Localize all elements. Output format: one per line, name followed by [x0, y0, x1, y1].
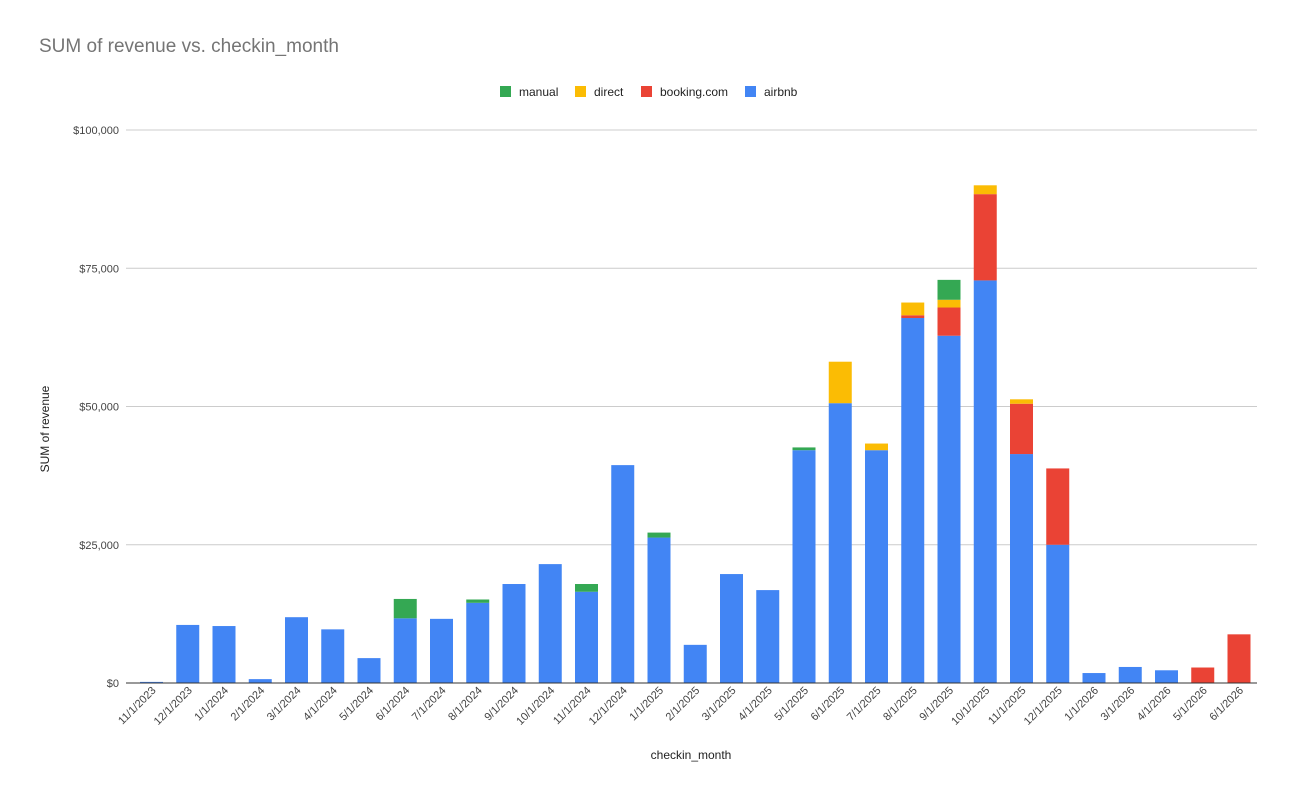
bar-segment: [1155, 670, 1178, 683]
bar-segment: [466, 599, 490, 603]
bar-segment: [502, 584, 526, 683]
x-tick-label: 8/1/2025: [881, 685, 920, 724]
bar-segment: [430, 618, 453, 683]
x-tick-label: 5/1/2024: [337, 685, 376, 724]
x-tick-label: 5/1/2026: [1171, 685, 1210, 724]
x-tick-label: 1/1/2024: [192, 685, 231, 724]
bar-segment: [1191, 667, 1215, 683]
x-tick-label: 7/1/2025: [845, 685, 884, 724]
bar-segment: [756, 590, 780, 683]
bar-segment: [575, 591, 598, 683]
bar-segment: [973, 280, 997, 683]
bar-segment: [140, 681, 163, 683]
y-tick-label: $25,000: [79, 540, 119, 552]
y-axis-title: SUM of revenue: [38, 385, 52, 472]
bar-segment: [357, 658, 381, 683]
bar-segment: [937, 335, 961, 683]
bar-segment: [321, 629, 345, 683]
bar-segment: [1010, 399, 1033, 404]
bar-segment: [1227, 634, 1251, 683]
bar-segment: [1010, 454, 1033, 683]
x-tick-label: 6/1/2026: [1207, 685, 1246, 724]
x-tick-label: 7/1/2024: [410, 685, 449, 724]
x-tick-label: 6/1/2024: [374, 685, 413, 724]
x-tick-label: 3/1/2026: [1099, 685, 1138, 724]
x-tick-label: 2/1/2025: [664, 685, 703, 724]
bar-segment: [1010, 403, 1033, 455]
bar-segment: [828, 403, 852, 683]
bar-segment: [720, 574, 743, 683]
x-tick-label: 10/1/2024: [514, 685, 557, 728]
x-tick-label: 5/1/2025: [772, 685, 811, 724]
x-tick-label: 8/1/2024: [446, 685, 485, 724]
bar-segment: [176, 624, 200, 683]
y-tick-label: $0: [107, 678, 119, 690]
bar-segment: [1046, 544, 1070, 683]
bar-segment: [973, 194, 997, 281]
bar-segment: [937, 307, 961, 336]
x-tick-label: 4/1/2024: [301, 685, 340, 724]
bar-segment: [248, 679, 272, 683]
x-tick-label: 10/1/2025: [949, 685, 992, 728]
x-tick-label: 12/1/2023: [152, 685, 195, 728]
bar-segment: [1082, 673, 1106, 683]
bar-segment: [466, 602, 490, 683]
bar-segment: [828, 361, 852, 404]
bar-segment: [792, 447, 816, 451]
legend-swatch: [641, 86, 652, 97]
x-tick-label: 12/1/2024: [587, 685, 630, 728]
legend-swatch: [745, 86, 756, 97]
bar-segment: [212, 626, 236, 683]
x-tick-label: 3/1/2024: [265, 685, 304, 724]
bar-segment: [937, 299, 961, 308]
bar-segment: [647, 537, 671, 683]
x-tick-label: 4/1/2026: [1135, 685, 1174, 724]
bar-segment: [901, 318, 925, 683]
bar-segment: [393, 598, 417, 619]
bar-segment: [1118, 666, 1142, 683]
bar-segment: [865, 450, 888, 683]
legend-swatch: [575, 86, 586, 97]
bar-segment: [973, 185, 997, 195]
bar-segment: [901, 315, 925, 319]
bar-segment: [1046, 468, 1070, 545]
x-tick-label: 3/1/2025: [700, 685, 739, 724]
legend-label: booking.com: [660, 85, 728, 99]
bar-segment: [285, 617, 308, 683]
bar-segment: [865, 443, 888, 451]
bar-segment: [683, 644, 707, 683]
legend-swatch: [500, 86, 511, 97]
y-tick-label: $75,000: [79, 263, 119, 275]
bar-segment: [393, 618, 417, 683]
y-tick-label: $50,000: [79, 402, 119, 414]
x-tick-label: 6/1/2025: [809, 685, 848, 724]
chart-title: SUM of revenue vs. checkin_month: [39, 36, 339, 57]
x-tick-label: 4/1/2025: [736, 685, 775, 724]
bar-segment: [575, 584, 598, 592]
bar-segment: [792, 450, 816, 683]
bar-segment: [611, 465, 635, 683]
legend-label: direct: [594, 85, 624, 99]
x-tick-label: 12/1/2025: [1022, 685, 1065, 728]
bar-segment: [538, 564, 562, 683]
legend-label: airbnb: [764, 85, 798, 99]
x-tick-label: 1/1/2025: [627, 685, 666, 724]
y-tick-label: $100,000: [73, 125, 119, 137]
x-tick-label: 1/1/2026: [1062, 685, 1101, 724]
x-axis-title: checkin_month: [651, 748, 732, 762]
bar-segment: [901, 302, 925, 316]
bar-segment: [647, 532, 671, 538]
legend-label: manual: [519, 85, 558, 99]
x-tick-label: 2/1/2024: [229, 685, 268, 724]
bar-segment: [937, 279, 961, 300]
